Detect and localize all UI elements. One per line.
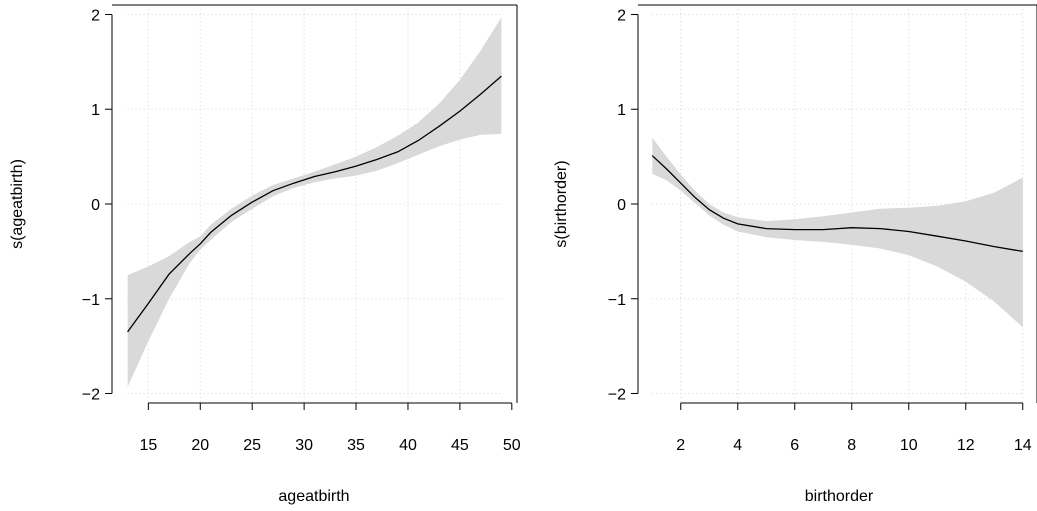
y-axis-title: s(ageatbirth) (9, 159, 26, 249)
x-tick-label: 4 (733, 437, 742, 454)
x-tick-label: 50 (503, 437, 521, 454)
x-tick-label: 30 (295, 437, 313, 454)
y-tick-label: 2 (91, 7, 100, 24)
x-axis-title: birthorder (805, 488, 874, 505)
y-tick-label: 0 (617, 197, 626, 214)
x-tick-label: 40 (399, 437, 417, 454)
smooth-line (651, 155, 1023, 253)
y-tick-label: −2 (82, 387, 100, 404)
x-tick-label: 8 (847, 437, 856, 454)
panel-ageatbirth: −2 −1 0 1 2 15 20 25 30 35 40 45 50 ageatbirth s(ageat… (9, 4, 521, 505)
y-tick-label: 1 (617, 102, 626, 119)
y-tick-label: −1 (608, 292, 626, 309)
smooth-line (127, 75, 502, 333)
x-tick-label: 10 (900, 437, 918, 454)
x-tick-label: 45 (451, 437, 469, 454)
x-tick-label: 35 (347, 437, 365, 454)
y-tick-label: 1 (91, 102, 100, 119)
y-tick-label: −2 (608, 387, 626, 404)
x-tick-label: 14 (1014, 437, 1032, 454)
x-tick-label: 2 (676, 437, 685, 454)
x-tick-label: 6 (790, 437, 799, 454)
x-tick-label: 25 (243, 437, 261, 454)
x-tick-label: 20 (191, 437, 209, 454)
confidence-band (652, 137, 1023, 328)
x-tick-label: 12 (957, 437, 975, 454)
y-tick-label: 2 (617, 7, 626, 24)
confidence-band (127, 17, 502, 387)
x-tick-label: 15 (139, 437, 157, 454)
x-axis-title: ageatbirth (278, 488, 349, 505)
y-tick-label: −1 (82, 292, 100, 309)
y-axis-title: s(birthorder) (553, 160, 570, 247)
y-tick-label: 0 (91, 197, 100, 214)
